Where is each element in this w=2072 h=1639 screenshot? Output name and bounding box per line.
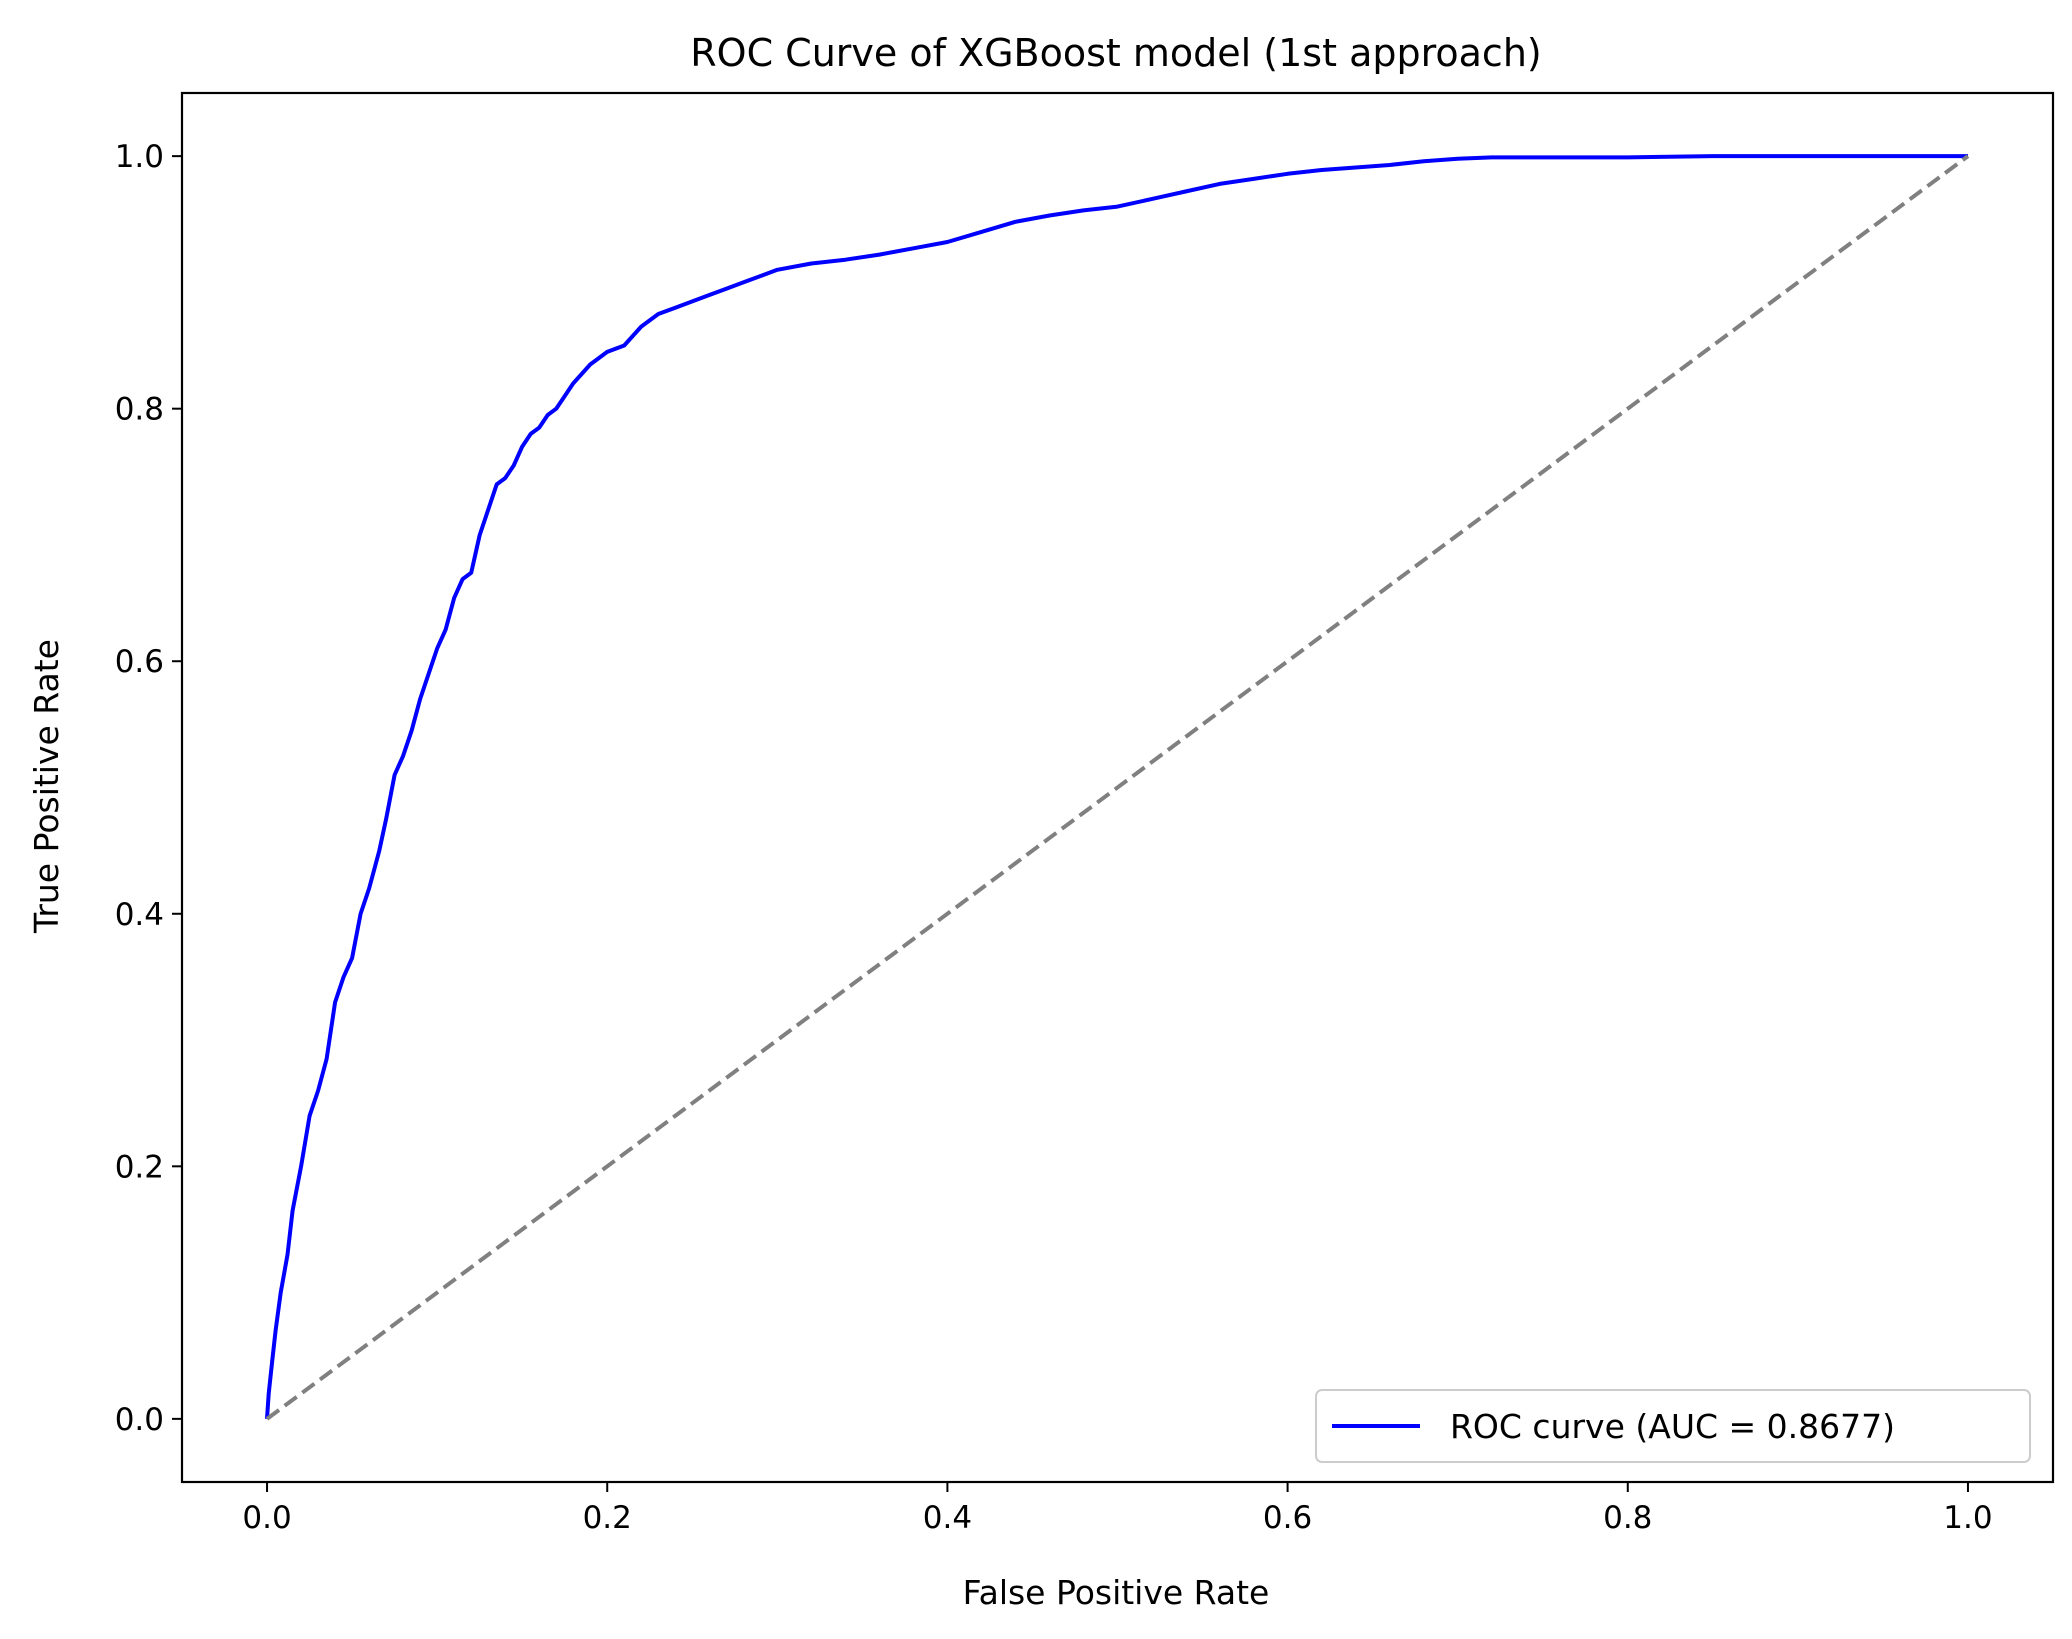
legend-entry-roc: ROC curve (AUC = 0.8677)	[1450, 1407, 1895, 1446]
x-tick-label: 1.0	[1943, 1500, 1992, 1536]
x-tick-label: 0.8	[1603, 1500, 1652, 1536]
y-axis: 0.0 0.2 0.4 0.6 0.8 1.0	[115, 139, 182, 1438]
y-tick-label: 0.0	[115, 1402, 164, 1438]
legend: ROC curve (AUC = 0.8677)	[1315, 1389, 2031, 1463]
x-axis: 0.0 0.2 0.4 0.6 0.8 1.0	[242, 1482, 1993, 1536]
y-tick-label: 0.4	[115, 897, 164, 933]
roc-curve-line	[265, 154, 1968, 1420]
y-axis-label: True Positive Rate	[27, 639, 66, 934]
x-tick-label: 0.2	[583, 1500, 632, 1536]
x-tick-label: 0.0	[242, 1500, 291, 1536]
legend-box	[1315, 1389, 2031, 1463]
y-tick-label: 1.0	[115, 139, 164, 175]
y-tick-label: 0.2	[115, 1149, 164, 1185]
plot-area	[180, 91, 2055, 1484]
x-tick-label: 0.6	[1263, 1500, 1312, 1536]
x-tick-label: 0.4	[923, 1500, 972, 1536]
chance-diagonal-line	[265, 154, 1970, 1421]
y-tick-label: 0.6	[115, 644, 164, 680]
chart-title: ROC Curve of XGBoost model (1st approach…	[690, 31, 1541, 75]
y-tick-label: 0.8	[115, 392, 164, 428]
axes-frame	[180, 91, 2055, 1484]
x-axis-label: False Positive Rate	[963, 1573, 1270, 1612]
